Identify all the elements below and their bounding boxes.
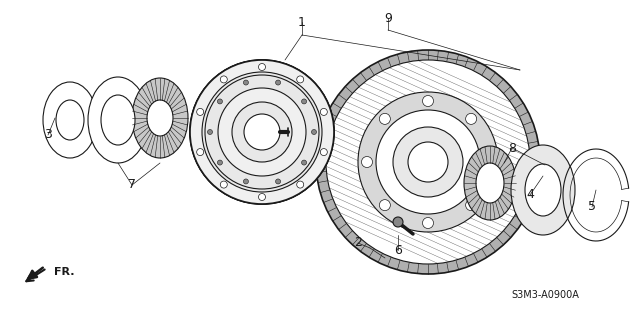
Circle shape bbox=[422, 95, 433, 107]
Circle shape bbox=[301, 160, 307, 165]
Circle shape bbox=[380, 200, 390, 211]
Circle shape bbox=[196, 108, 204, 115]
Ellipse shape bbox=[511, 145, 575, 235]
Ellipse shape bbox=[190, 60, 334, 204]
Ellipse shape bbox=[244, 114, 280, 150]
Ellipse shape bbox=[132, 78, 188, 158]
Circle shape bbox=[320, 108, 327, 115]
Ellipse shape bbox=[408, 142, 448, 182]
Circle shape bbox=[243, 179, 248, 184]
Circle shape bbox=[196, 149, 204, 156]
Ellipse shape bbox=[326, 60, 530, 264]
Text: 8: 8 bbox=[508, 142, 516, 154]
Ellipse shape bbox=[101, 95, 135, 145]
Circle shape bbox=[190, 60, 334, 204]
Ellipse shape bbox=[464, 146, 516, 220]
Circle shape bbox=[380, 113, 390, 124]
Circle shape bbox=[220, 181, 227, 188]
Circle shape bbox=[276, 179, 280, 184]
Text: 9: 9 bbox=[384, 11, 392, 25]
Text: 1: 1 bbox=[298, 16, 306, 28]
Ellipse shape bbox=[190, 60, 334, 204]
Circle shape bbox=[362, 157, 372, 167]
Ellipse shape bbox=[358, 92, 498, 232]
Circle shape bbox=[320, 149, 327, 156]
Ellipse shape bbox=[232, 102, 292, 162]
Circle shape bbox=[422, 218, 433, 228]
Text: 6: 6 bbox=[394, 243, 402, 256]
Ellipse shape bbox=[218, 88, 306, 176]
Text: 7: 7 bbox=[128, 179, 136, 191]
Ellipse shape bbox=[393, 127, 463, 197]
Text: FR.: FR. bbox=[54, 267, 74, 277]
Circle shape bbox=[312, 130, 317, 135]
Ellipse shape bbox=[88, 77, 148, 163]
Circle shape bbox=[276, 80, 280, 85]
Ellipse shape bbox=[376, 110, 480, 214]
Circle shape bbox=[220, 76, 227, 83]
Circle shape bbox=[218, 99, 223, 104]
Circle shape bbox=[207, 130, 212, 135]
Circle shape bbox=[243, 80, 248, 85]
Text: 5: 5 bbox=[588, 201, 596, 213]
Circle shape bbox=[483, 157, 495, 167]
Circle shape bbox=[393, 217, 403, 227]
Ellipse shape bbox=[205, 75, 319, 189]
Text: 3: 3 bbox=[44, 129, 52, 142]
Text: S3M3-A0900A: S3M3-A0900A bbox=[511, 290, 579, 300]
Ellipse shape bbox=[147, 100, 173, 136]
Circle shape bbox=[301, 99, 307, 104]
Circle shape bbox=[297, 76, 304, 83]
Circle shape bbox=[466, 200, 477, 211]
Circle shape bbox=[259, 194, 266, 201]
Ellipse shape bbox=[43, 82, 97, 158]
Ellipse shape bbox=[476, 163, 504, 203]
Ellipse shape bbox=[202, 72, 322, 192]
Circle shape bbox=[466, 113, 477, 124]
Text: 4: 4 bbox=[526, 189, 534, 202]
Ellipse shape bbox=[525, 164, 561, 216]
Ellipse shape bbox=[316, 50, 540, 274]
Circle shape bbox=[218, 160, 223, 165]
Text: 2: 2 bbox=[354, 236, 362, 249]
Circle shape bbox=[259, 63, 266, 70]
Circle shape bbox=[297, 181, 304, 188]
Ellipse shape bbox=[56, 100, 84, 140]
